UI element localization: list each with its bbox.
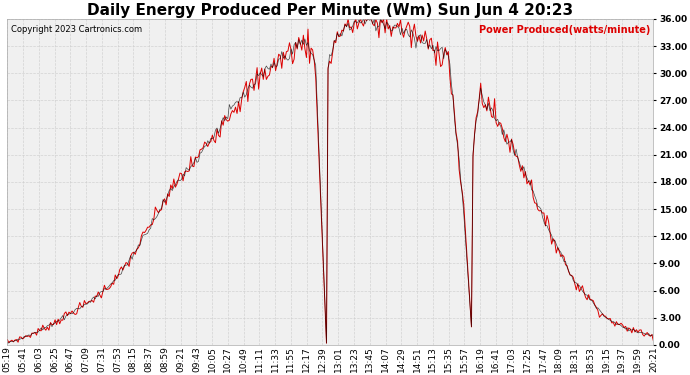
Text: Copyright 2023 Cartronics.com: Copyright 2023 Cartronics.com: [10, 26, 141, 34]
Title: Daily Energy Produced Per Minute (Wm) Sun Jun 4 20:23: Daily Energy Produced Per Minute (Wm) Su…: [87, 3, 573, 18]
Text: Power Produced(watts/minute): Power Produced(watts/minute): [479, 26, 650, 36]
